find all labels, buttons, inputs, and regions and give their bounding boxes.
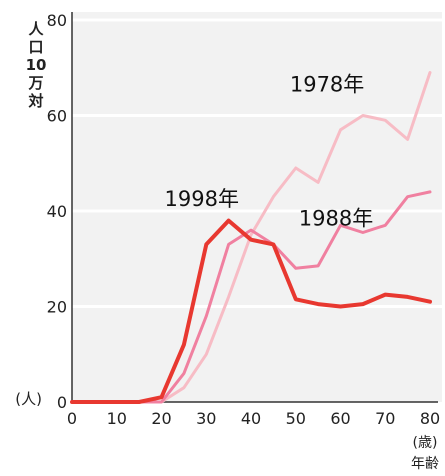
y-axis-label: 人口 10 万対 xyxy=(26,20,47,110)
x-tick-label: 50 xyxy=(286,409,306,428)
x-tick-label: 70 xyxy=(375,409,395,428)
y-tick-label: 60 xyxy=(47,107,67,126)
x-unit-label: (歳) xyxy=(413,435,438,451)
x-tick-label: 40 xyxy=(241,409,261,428)
series-label: 1998年 xyxy=(165,187,239,211)
series-label: 1988年 xyxy=(299,206,373,230)
y-tick-label: 0 xyxy=(57,393,67,412)
y-tick-label: 40 xyxy=(47,202,67,221)
series-label: 1978年 xyxy=(290,73,364,97)
x-tick-label: 30 xyxy=(196,409,216,428)
x-tick-label: 20 xyxy=(151,409,171,428)
y-tick-label: 80 xyxy=(47,11,67,30)
x-tick-label: 80 xyxy=(420,409,440,428)
x-tick-label: 0 xyxy=(67,409,77,428)
x-axis-label: 年齢 xyxy=(411,456,439,472)
y-tick-label: 20 xyxy=(47,298,67,317)
x-tick-label: 60 xyxy=(330,409,350,428)
plot-background xyxy=(72,12,442,402)
series-line-3 xyxy=(70,218,432,404)
y-unit-label: (人) xyxy=(15,390,42,408)
x-tick-label: 10 xyxy=(107,409,127,428)
